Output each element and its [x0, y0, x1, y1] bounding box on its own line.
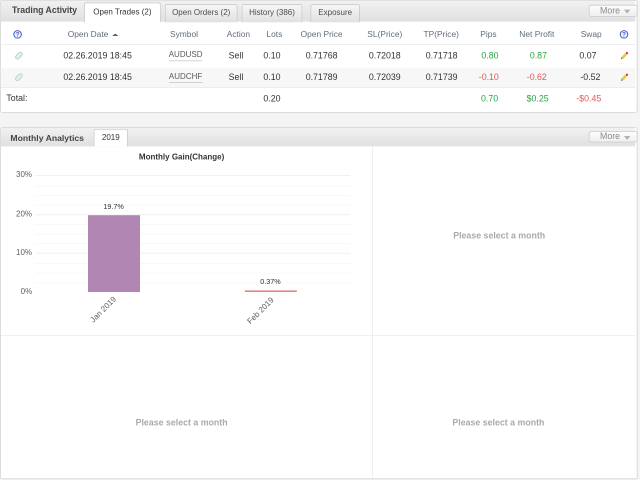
svg-text:?: ? — [622, 32, 626, 39]
svg-text:?: ? — [16, 32, 20, 39]
